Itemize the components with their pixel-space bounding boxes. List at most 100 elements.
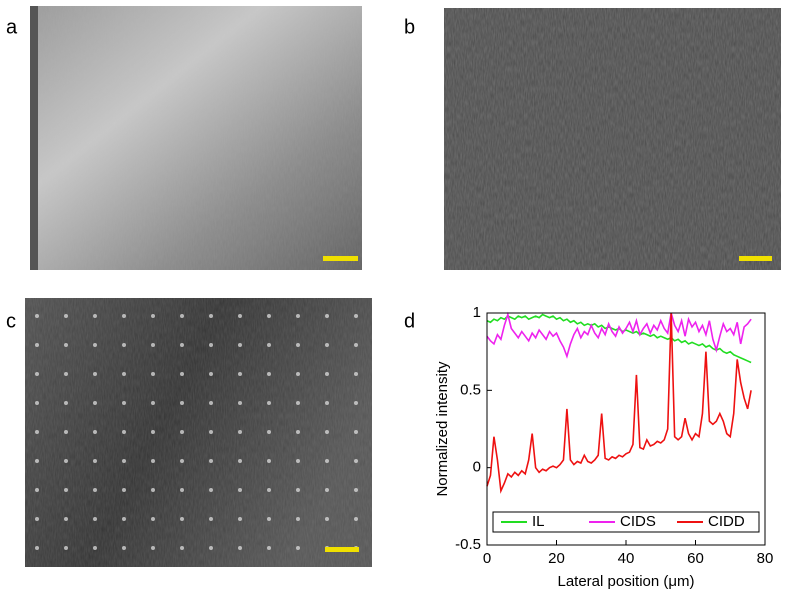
spot xyxy=(238,430,242,434)
spot xyxy=(267,517,271,521)
spot xyxy=(325,401,329,405)
spot xyxy=(238,546,242,550)
spot xyxy=(151,343,155,347)
spot xyxy=(354,314,358,318)
spot xyxy=(151,517,155,521)
spot xyxy=(209,459,213,463)
spot xyxy=(296,517,300,521)
spot xyxy=(35,401,39,405)
spot xyxy=(93,459,97,463)
spot xyxy=(267,314,271,318)
spot xyxy=(209,488,213,492)
spot xyxy=(64,430,68,434)
spot xyxy=(267,459,271,463)
spot xyxy=(209,430,213,434)
spot xyxy=(238,517,242,521)
spot xyxy=(64,343,68,347)
spot xyxy=(93,488,97,492)
spot xyxy=(296,488,300,492)
y-tick-label: 1 xyxy=(473,304,481,321)
spot xyxy=(267,401,271,405)
spot xyxy=(122,488,126,492)
series-line xyxy=(486,311,752,359)
spot xyxy=(354,459,358,463)
scale-bar xyxy=(325,547,359,552)
legend-label: IL xyxy=(532,513,545,530)
spot xyxy=(238,343,242,347)
spot xyxy=(151,488,155,492)
spot xyxy=(64,488,68,492)
spot xyxy=(180,372,184,376)
spot xyxy=(325,372,329,376)
spot xyxy=(151,314,155,318)
spot xyxy=(209,546,213,550)
spot xyxy=(151,546,155,550)
image-b xyxy=(444,8,781,270)
spot xyxy=(93,343,97,347)
spot xyxy=(122,430,126,434)
x-tick-label: 40 xyxy=(618,550,635,567)
spot xyxy=(151,401,155,405)
image-c xyxy=(25,298,372,567)
spot xyxy=(64,459,68,463)
y-tick-label: 0.5 xyxy=(460,381,481,398)
y-tick-label: -0.5 xyxy=(455,536,481,553)
spot xyxy=(354,343,358,347)
x-tick-label: 0 xyxy=(483,550,491,567)
spot xyxy=(296,372,300,376)
spot xyxy=(296,343,300,347)
panel-label: c xyxy=(6,310,16,332)
legend-label: CIDD xyxy=(708,513,745,530)
spot xyxy=(296,314,300,318)
spot xyxy=(64,517,68,521)
spot xyxy=(209,401,213,405)
spot xyxy=(354,401,358,405)
panel-label: b xyxy=(404,16,415,38)
spot xyxy=(354,517,358,521)
spot xyxy=(35,488,39,492)
spot xyxy=(122,343,126,347)
spot xyxy=(93,517,97,521)
panel-label: a xyxy=(6,16,18,38)
spot xyxy=(122,401,126,405)
spot xyxy=(122,314,126,318)
panel-label: d xyxy=(404,310,415,332)
spot xyxy=(151,372,155,376)
spot xyxy=(238,488,242,492)
spot xyxy=(35,459,39,463)
spot xyxy=(267,430,271,434)
spot xyxy=(93,430,97,434)
spot xyxy=(296,430,300,434)
x-tick-label: 80 xyxy=(757,550,774,567)
legend-label: CIDS xyxy=(620,513,656,530)
spot xyxy=(267,343,271,347)
spot xyxy=(93,546,97,550)
spot xyxy=(35,430,39,434)
spot xyxy=(325,488,329,492)
image-a xyxy=(30,6,362,270)
spot xyxy=(267,546,271,550)
spot xyxy=(325,430,329,434)
y-axis-label: Normalized intensity xyxy=(434,361,451,497)
x-tick-label: 20 xyxy=(548,550,565,567)
spot xyxy=(93,314,97,318)
spot xyxy=(93,401,97,405)
spot xyxy=(209,517,213,521)
axes-frame xyxy=(486,312,766,546)
spot xyxy=(180,343,184,347)
spot xyxy=(35,343,39,347)
spot xyxy=(238,314,242,318)
spot xyxy=(122,459,126,463)
spot xyxy=(35,372,39,376)
spot xyxy=(325,343,329,347)
spot xyxy=(296,401,300,405)
spot xyxy=(296,459,300,463)
spot xyxy=(64,546,68,550)
spot xyxy=(238,459,242,463)
spot xyxy=(267,488,271,492)
spot xyxy=(64,372,68,376)
spot xyxy=(180,517,184,521)
spot xyxy=(354,488,358,492)
spot xyxy=(180,401,184,405)
